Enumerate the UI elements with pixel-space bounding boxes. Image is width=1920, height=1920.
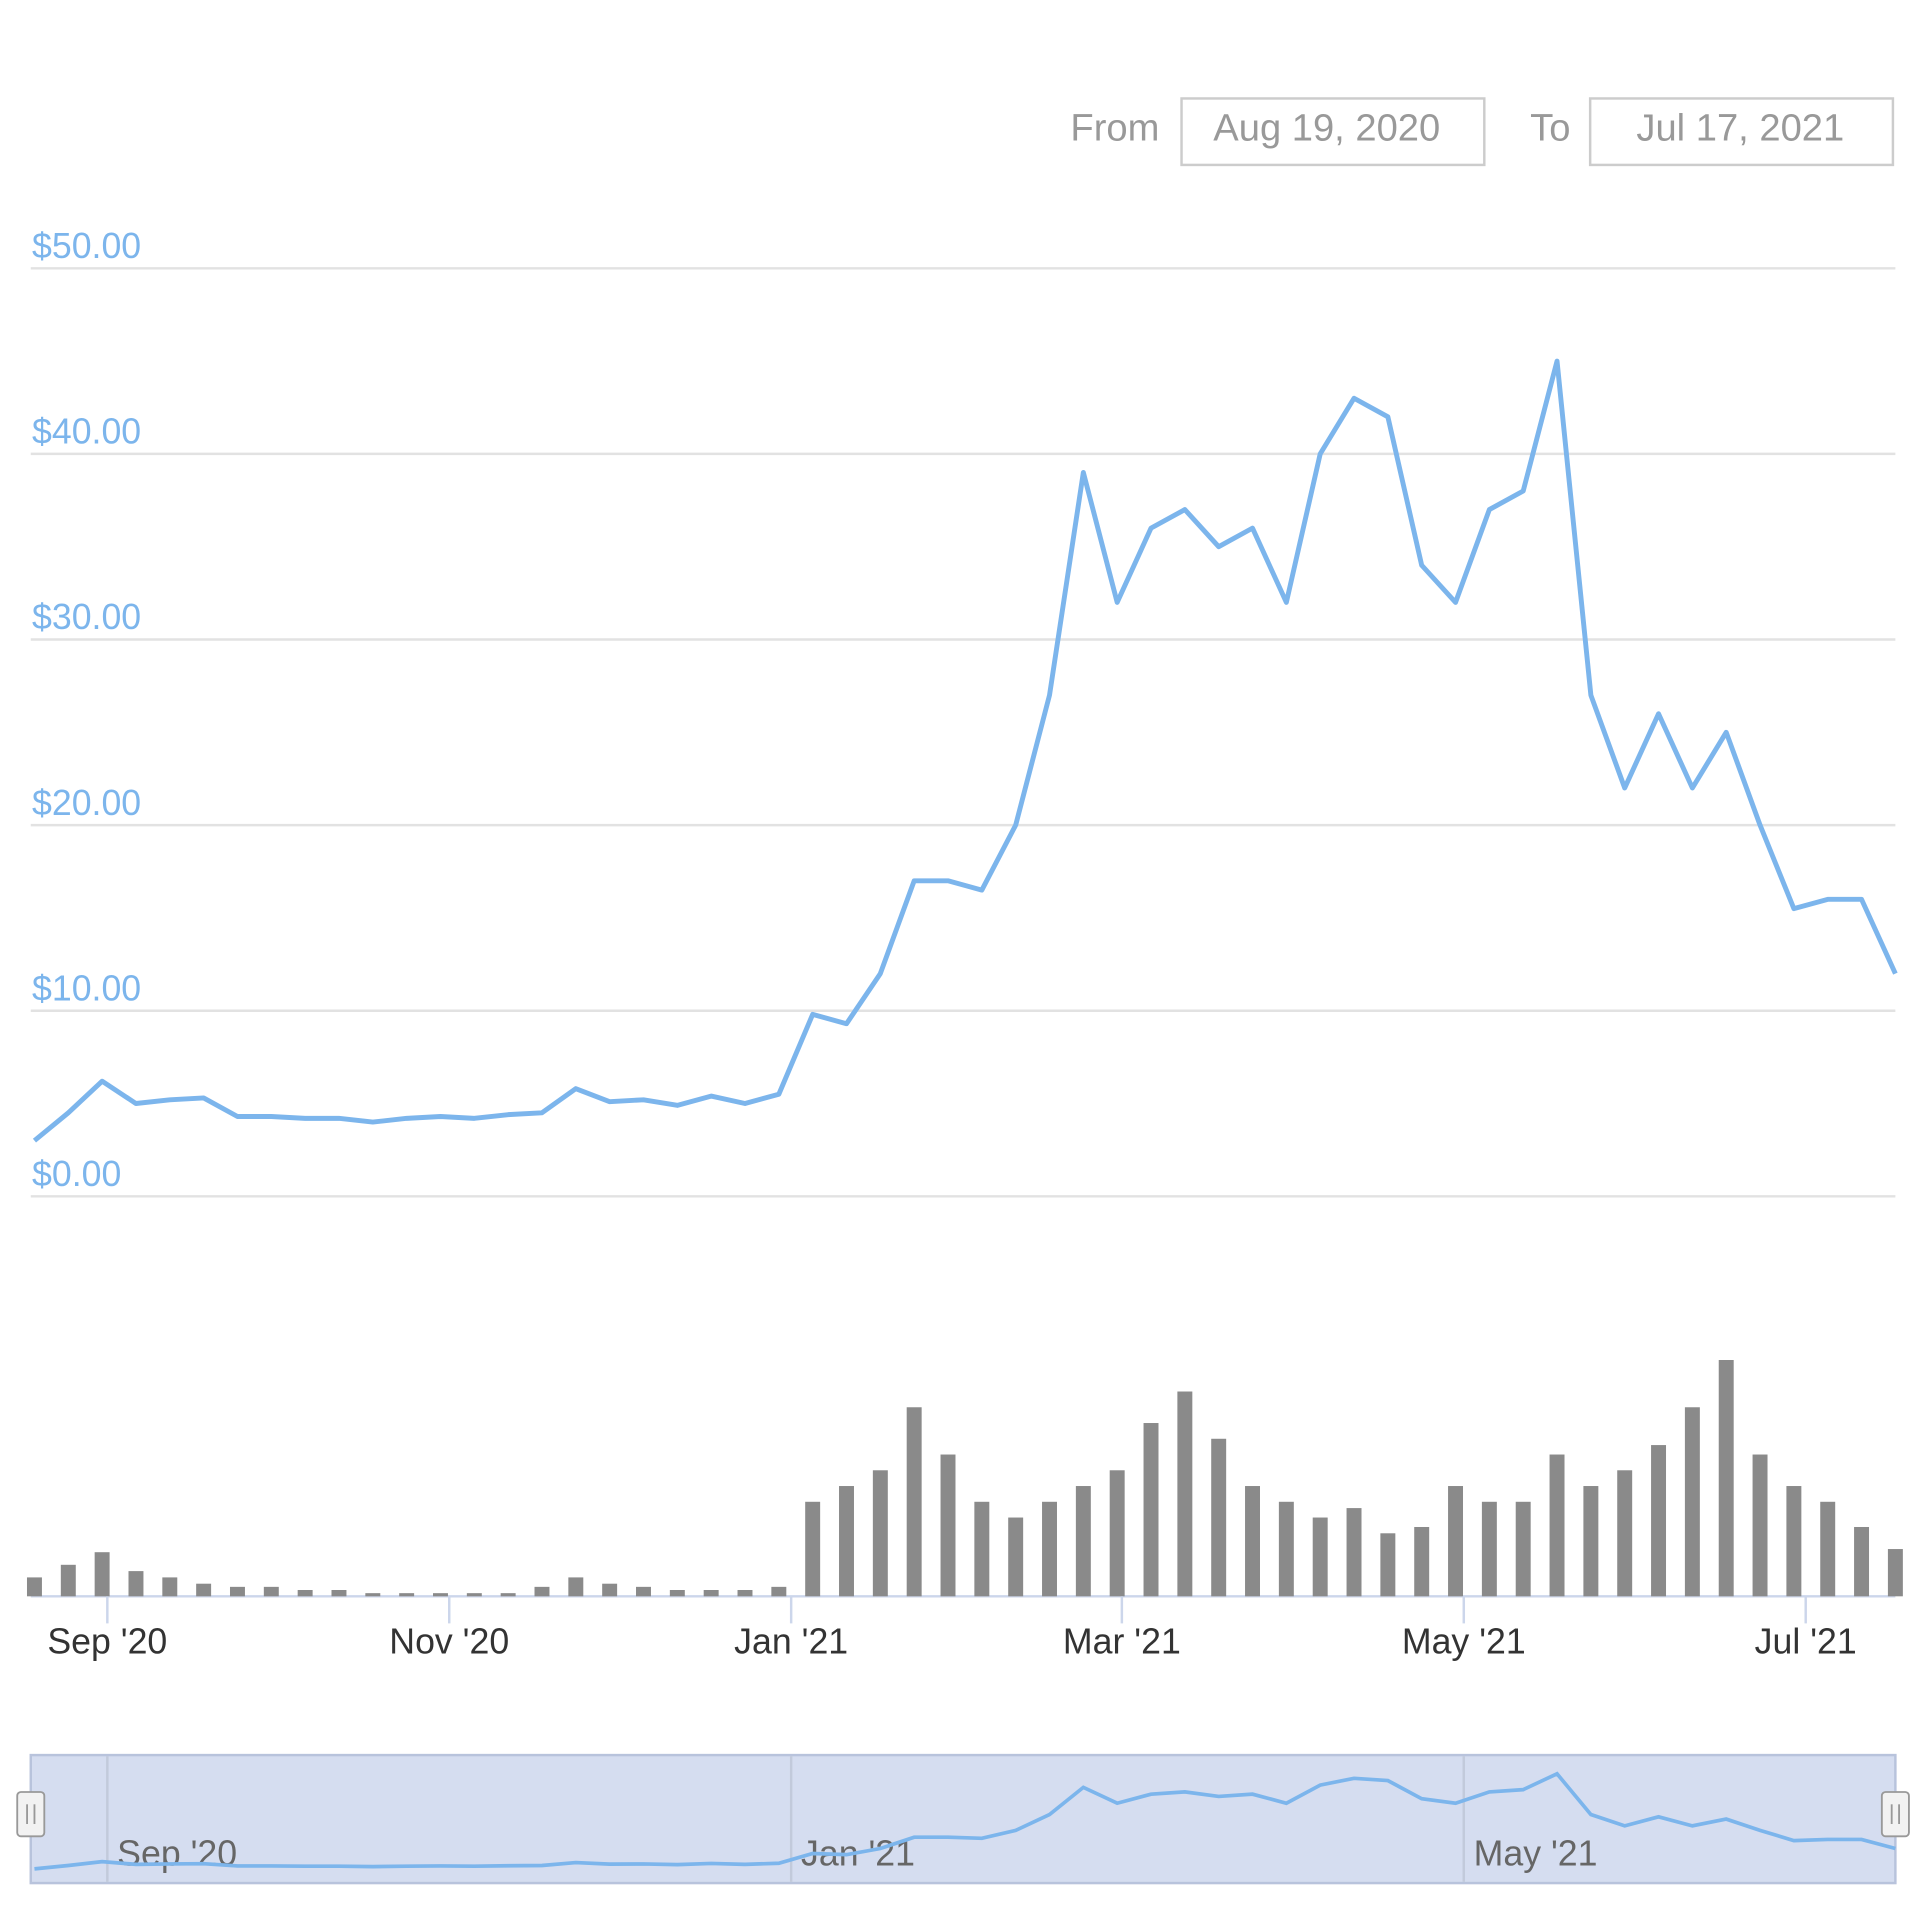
volume-bar bbox=[1887, 1549, 1903, 1597]
volume-bar bbox=[1414, 1526, 1430, 1597]
volume-bar bbox=[466, 1593, 482, 1597]
from-date[interactable]: Aug 19, 2020 bbox=[1213, 107, 1440, 150]
volume-bar bbox=[399, 1593, 415, 1597]
volume-bar bbox=[1278, 1501, 1294, 1597]
volume-bar bbox=[636, 1586, 651, 1597]
volume-bar bbox=[839, 1486, 854, 1597]
volume-bar bbox=[26, 1577, 42, 1597]
navigator-tick-label: May '21 bbox=[1474, 1833, 1598, 1873]
volume-bar bbox=[1109, 1470, 1125, 1597]
volume-bar bbox=[1786, 1486, 1802, 1597]
navigator-line bbox=[34, 1771, 1896, 1871]
x-tick-label: Nov '20 bbox=[389, 1622, 509, 1662]
from-input[interactable] bbox=[1180, 97, 1486, 167]
y-tick-label: $40.00 bbox=[32, 412, 141, 452]
x-tick-label: Sep '20 bbox=[47, 1622, 167, 1662]
to-label: To bbox=[1530, 107, 1570, 150]
x-tick-label: Mar '21 bbox=[1063, 1622, 1181, 1662]
volume-bar bbox=[1481, 1501, 1497, 1597]
x-tick-label: May '21 bbox=[1402, 1622, 1526, 1662]
navigator-handle[interactable] bbox=[16, 1791, 46, 1838]
volume-bar bbox=[229, 1586, 245, 1597]
volume-bar bbox=[128, 1571, 144, 1597]
volume-bar bbox=[1718, 1360, 1734, 1597]
from-label: From bbox=[1070, 107, 1159, 150]
volume-bar bbox=[1008, 1517, 1024, 1597]
volume-bar bbox=[1211, 1438, 1227, 1597]
volume-bar bbox=[196, 1583, 212, 1597]
volume-bar bbox=[1854, 1526, 1870, 1597]
volume-bar bbox=[94, 1552, 110, 1597]
volume-bar bbox=[162, 1577, 178, 1597]
volume-bar bbox=[669, 1590, 685, 1597]
to-input[interactable] bbox=[1588, 97, 1895, 167]
volume-bar bbox=[1075, 1486, 1091, 1597]
volume-bar bbox=[331, 1590, 347, 1597]
volume-bar bbox=[1245, 1486, 1260, 1597]
price-line bbox=[32, 358, 1898, 1143]
y-tick-label: $50.00 bbox=[32, 226, 141, 266]
volume-bar bbox=[1583, 1486, 1599, 1597]
volume-bar bbox=[1684, 1407, 1700, 1597]
volume-bar bbox=[1820, 1501, 1836, 1597]
navigator-window[interactable] bbox=[29, 1753, 1897, 1885]
volume-bar bbox=[1752, 1454, 1768, 1597]
volume-bar bbox=[1177, 1391, 1193, 1597]
volume-bar bbox=[1448, 1486, 1464, 1597]
volume-bar bbox=[534, 1586, 550, 1597]
volume-bar bbox=[365, 1593, 381, 1597]
volume-bar bbox=[771, 1586, 787, 1597]
volume-bar bbox=[433, 1593, 448, 1597]
volume-bar bbox=[1651, 1445, 1667, 1597]
volume-bar bbox=[568, 1577, 584, 1597]
navigator-handle[interactable] bbox=[1880, 1791, 1910, 1838]
volume-bar bbox=[703, 1590, 719, 1597]
y-tick-label: $30.00 bbox=[32, 597, 141, 637]
volume-bar bbox=[872, 1470, 888, 1597]
volume-bar bbox=[737, 1590, 753, 1597]
volume-bar bbox=[805, 1501, 821, 1597]
volume-bar bbox=[500, 1593, 516, 1597]
volume-bar bbox=[906, 1407, 922, 1597]
volume-bar bbox=[1143, 1423, 1159, 1597]
x-tick-label: Jul '21 bbox=[1755, 1622, 1857, 1662]
volume-bar bbox=[297, 1590, 313, 1597]
x-tick-label: Jan '21 bbox=[734, 1622, 848, 1662]
volume-bar bbox=[1042, 1501, 1057, 1597]
volume-bar bbox=[60, 1564, 76, 1597]
y-tick-label: $20.00 bbox=[32, 783, 141, 823]
to-date[interactable]: Jul 17, 2021 bbox=[1636, 107, 1844, 150]
volume-bar bbox=[1549, 1454, 1565, 1597]
volume-bar bbox=[1346, 1508, 1362, 1597]
volume-bar bbox=[602, 1583, 618, 1597]
volume-bar bbox=[263, 1586, 279, 1597]
volume-bar bbox=[1380, 1533, 1396, 1597]
volume-bar bbox=[1515, 1501, 1531, 1597]
y-tick-label: $10.00 bbox=[32, 968, 141, 1008]
y-tick-label: $0.00 bbox=[32, 1154, 121, 1194]
volume-bar bbox=[974, 1501, 990, 1597]
navigator-tick-label: Sep '20 bbox=[117, 1833, 237, 1873]
volume-bar bbox=[940, 1454, 956, 1597]
volume-bar bbox=[1312, 1517, 1328, 1597]
volume-bar bbox=[1617, 1470, 1633, 1597]
